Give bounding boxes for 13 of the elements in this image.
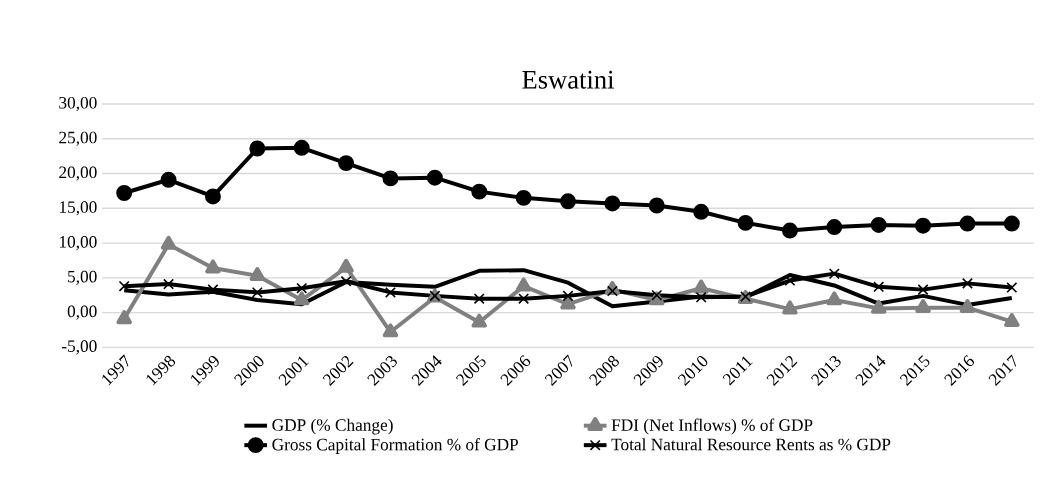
legend-label: GDP (% Change): [272, 418, 393, 435]
legend-label: Total Natural Resource Rents as % GDP: [611, 438, 891, 451]
legend-label: FDI (Net Inflows) % of GDP: [611, 418, 813, 435]
legend-label: Gross Capital Formation % of GDP: [272, 438, 519, 454]
y-tick-label: 5,00: [68, 270, 97, 285]
chart-title: Eswatini: [522, 70, 614, 89]
y-tick-label: 0,00: [67, 305, 97, 320]
y-tick-label: 10,00: [59, 235, 97, 251]
y-tick-label: 20,00: [59, 166, 97, 181]
y-tick-label: 15,00: [59, 201, 97, 216]
y-tick-label: 30,00: [59, 96, 97, 112]
y-tick-label: 25,00: [59, 131, 97, 146]
y-tick-label: -5,00: [61, 340, 97, 355]
